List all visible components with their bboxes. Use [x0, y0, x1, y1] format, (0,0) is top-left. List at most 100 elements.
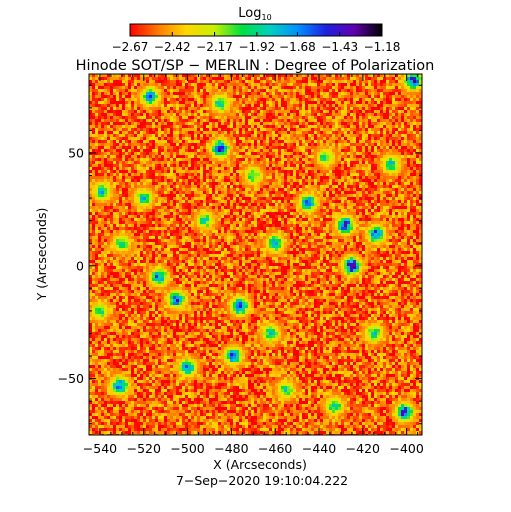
heatmap-cell: [353, 152, 356, 155]
heatmap-cell: [272, 89, 275, 92]
heatmap-cell: [290, 179, 293, 182]
heatmap-cell: [125, 194, 128, 197]
heatmap-cell: [128, 95, 131, 98]
heatmap-cell: [221, 149, 224, 152]
heatmap-cell: [374, 161, 377, 164]
heatmap-cell: [329, 146, 332, 149]
heatmap-cell: [134, 122, 137, 125]
heatmap-cell: [347, 167, 350, 170]
heatmap-cell: [308, 194, 311, 197]
heatmap-cell: [182, 200, 185, 203]
heatmap-cell: [248, 200, 251, 203]
heatmap-cell: [101, 194, 104, 197]
heatmap-cell: [395, 179, 398, 182]
heatmap-cell: [371, 119, 374, 122]
heatmap-cell: [92, 80, 95, 83]
heatmap-cell: [245, 194, 248, 197]
heatmap-cell: [377, 83, 380, 86]
heatmap-cell: [389, 143, 392, 146]
heatmap-cell: [173, 80, 176, 83]
heatmap-cell: [404, 128, 407, 131]
heatmap-cell: [350, 101, 353, 104]
heatmap-cell: [365, 95, 368, 98]
heatmap-cell: [161, 119, 164, 122]
heatmap-cell: [302, 83, 305, 86]
heatmap-cell: [338, 140, 341, 143]
heatmap-cell: [170, 167, 173, 170]
heatmap-cell: [116, 134, 119, 137]
heatmap-cell: [326, 161, 329, 164]
heatmap-cell: [317, 197, 320, 200]
heatmap-cell: [374, 125, 377, 128]
heatmap-cell: [194, 131, 197, 134]
heatmap-cell: [179, 89, 182, 92]
heatmap-cell: [404, 191, 407, 194]
heatmap-cell: [377, 170, 380, 173]
heatmap-cell: [248, 143, 251, 146]
heatmap-cell: [188, 113, 191, 116]
heatmap-cell: [251, 206, 254, 209]
heatmap-cell: [350, 152, 353, 155]
heatmap-cell: [197, 164, 200, 167]
heatmap-cell: [305, 185, 308, 188]
heatmap-cell: [338, 194, 341, 197]
heatmap-cell: [287, 119, 290, 122]
heatmap-cell: [290, 89, 293, 92]
heatmap-cell: [272, 176, 275, 179]
heatmap-cell: [140, 185, 143, 188]
heatmap-cell: [359, 137, 362, 140]
heatmap-cell: [92, 86, 95, 89]
heatmap-cell: [359, 167, 362, 170]
heatmap-cell: [269, 167, 272, 170]
heatmap-cell: [332, 122, 335, 125]
heatmap-cell: [380, 119, 383, 122]
heatmap-cell: [248, 158, 251, 161]
heatmap-cell: [353, 179, 356, 182]
heatmap-cell: [290, 125, 293, 128]
heatmap-cell: [389, 173, 392, 176]
heatmap-cell: [404, 155, 407, 158]
heatmap-cell: [236, 176, 239, 179]
heatmap-cell: [230, 113, 233, 116]
heatmap-cell: [185, 80, 188, 83]
heatmap-cell: [140, 173, 143, 176]
heatmap-cell: [161, 188, 164, 191]
heatmap-cell: [350, 137, 353, 140]
heatmap-cell: [113, 98, 116, 101]
heatmap-cell: [197, 203, 200, 206]
heatmap-cell: [416, 89, 419, 92]
heatmap-cell: [218, 158, 221, 161]
heatmap-cell: [293, 128, 296, 131]
heatmap-cell: [401, 182, 404, 185]
heatmap-cell: [251, 158, 254, 161]
heatmap-cell: [395, 197, 398, 200]
heatmap-cell: [89, 83, 92, 86]
heatmap-cell: [380, 74, 383, 77]
heatmap-cell: [209, 149, 212, 152]
heatmap-cell: [401, 194, 404, 197]
heatmap-cell: [386, 137, 389, 140]
heatmap-cell: [341, 182, 344, 185]
heatmap-cell: [203, 80, 206, 83]
heatmap-cell: [338, 86, 341, 89]
heatmap-cell: [302, 86, 305, 89]
heatmap-cell: [398, 152, 401, 155]
heatmap-cell: [185, 173, 188, 176]
heatmap-cell: [407, 197, 410, 200]
heatmap-cell: [206, 197, 209, 200]
heatmap-cell: [401, 152, 404, 155]
heatmap-cell: [269, 137, 272, 140]
heatmap-cell: [98, 182, 101, 185]
heatmap-cell: [302, 137, 305, 140]
heatmap-cell: [290, 191, 293, 194]
heatmap-cell: [161, 98, 164, 101]
heatmap-cell: [242, 125, 245, 128]
heatmap-cell: [356, 188, 359, 191]
heatmap-cell: [368, 92, 371, 95]
heatmap-cell: [227, 95, 230, 98]
heatmap-cell: [176, 77, 179, 80]
heatmap-cell: [296, 170, 299, 173]
heatmap-cell: [233, 203, 236, 206]
heatmap-cell: [380, 125, 383, 128]
heatmap-cell: [131, 116, 134, 119]
